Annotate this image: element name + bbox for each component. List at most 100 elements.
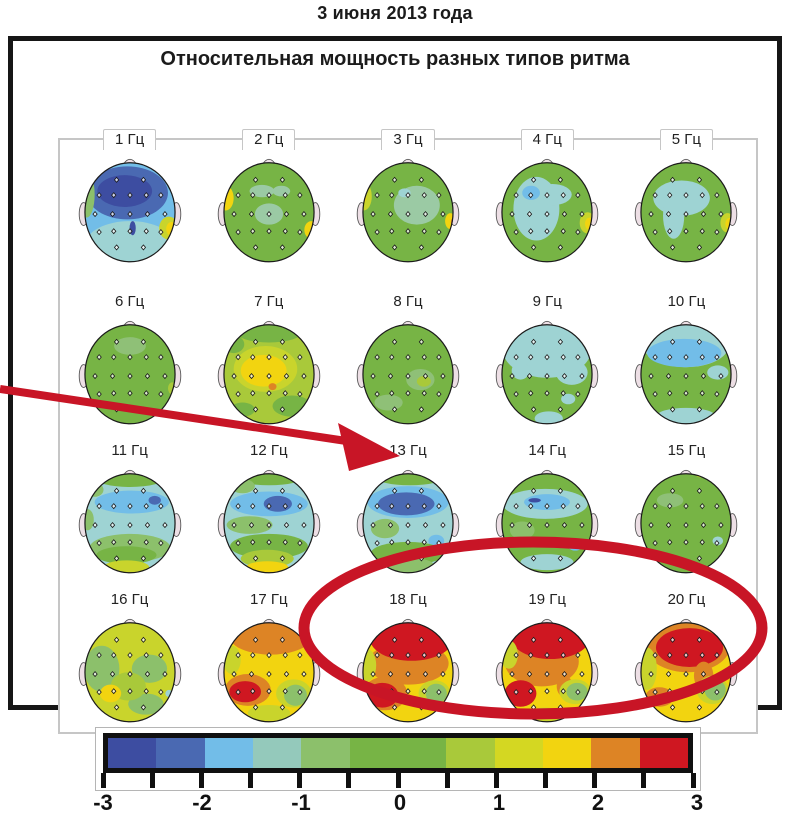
topomap-cell-3hz: 3 Гц xyxy=(338,129,477,289)
panel-label: 17 Гц xyxy=(250,591,288,608)
topomap-9hz xyxy=(495,320,599,425)
topomap-11hz xyxy=(78,469,181,574)
colorbar-tick xyxy=(346,773,352,788)
topomap-10hz xyxy=(635,320,738,425)
panel-label: 16 Гц xyxy=(110,591,149,608)
panel-label: 12 Гц xyxy=(250,442,288,459)
topomap-5hz xyxy=(635,158,738,263)
topomap-4hz xyxy=(495,158,599,263)
panel-label: 5 Гц xyxy=(659,129,713,150)
topomap-cell-13hz: 13 Гц xyxy=(338,438,477,587)
topomap-grid: 1 Гц 2 Гц 3 Гц 4 Гц 5 Гц 6 Гц 7 Гц 8 Гц 9 Гц 10 Г… xyxy=(60,129,756,732)
topomap-cell-18hz: 18 Гц xyxy=(338,587,477,736)
figure-title: Относительная мощность разных типов ритм… xyxy=(160,48,630,70)
colorbar-segment xyxy=(639,738,688,768)
colorbar-frame xyxy=(103,733,693,773)
topomap-8hz xyxy=(356,320,460,425)
topomap-cell-12hz: 12 Гц xyxy=(199,438,338,587)
panel-label: 11 Гц xyxy=(111,442,148,459)
panel-label: 18 Гц xyxy=(389,591,427,608)
topomap-18hz xyxy=(356,618,460,723)
topomap-cell-15hz: 15 Гц xyxy=(617,438,756,587)
topomap-cell-11hz: 11 Гц xyxy=(60,438,199,587)
panel-label: 6 Гц xyxy=(114,293,145,310)
panel-label: 1 Гц xyxy=(102,129,157,150)
colorbar-tick xyxy=(641,773,647,788)
topomap-3hz xyxy=(356,158,460,263)
topomap-20hz xyxy=(635,618,738,723)
panel-label: 19 Гц xyxy=(528,591,566,608)
colorbar-tick xyxy=(149,773,155,788)
topomap-14hz xyxy=(495,469,599,574)
panel-label: 7 Гц xyxy=(254,293,284,310)
panel-label: 13 Гц xyxy=(389,442,427,459)
colorbar-tick xyxy=(100,773,106,788)
topomap-17hz xyxy=(217,618,321,723)
topomap-15hz xyxy=(635,469,738,574)
topomap-6hz xyxy=(78,320,181,425)
topomap-cell-10hz: 10 Гц xyxy=(617,289,756,438)
colorbar-segment xyxy=(204,738,253,768)
topomap-cell-7hz: 7 Гц xyxy=(199,289,338,438)
colorbar-tick-label: 1 xyxy=(492,790,506,815)
colorbar-segment xyxy=(591,738,640,768)
panel-label: 9 Гц xyxy=(532,293,562,310)
colorbar-segment xyxy=(252,738,302,768)
topomap-cell-4hz: 4 Гц xyxy=(478,129,617,289)
colorbar-tick xyxy=(395,773,401,788)
colorbar-ticks xyxy=(100,773,696,789)
topomap-cell-20hz: 20 Гц xyxy=(617,587,756,736)
figure-box: Относительная мощность разных типов ритм… xyxy=(8,36,782,734)
topomap-12hz xyxy=(217,469,321,574)
colorbar-tick xyxy=(543,773,548,788)
panel-label: 10 Гц xyxy=(667,293,706,310)
colorbar-tick-label: 3 xyxy=(690,790,704,815)
colorbar-tick xyxy=(444,773,450,788)
colorbar-box xyxy=(95,727,701,791)
colorbar-segment xyxy=(494,738,543,768)
colorbar-segment xyxy=(108,738,157,768)
colorbar-tick xyxy=(198,773,204,788)
topomap-7hz xyxy=(217,320,321,425)
topomap-13hz xyxy=(356,469,460,574)
colorbar-tick xyxy=(248,773,253,788)
colorbar-segment xyxy=(349,738,447,768)
topomap-cell-17hz: 17 Гц xyxy=(199,587,338,736)
date-caption: 3 июня 2013 года xyxy=(317,3,473,23)
topomap-cell-14hz: 14 Гц xyxy=(478,438,617,587)
topomap-cell-6hz: 6 Гц xyxy=(60,289,199,438)
topomap-cell-5hz: 5 Гц xyxy=(617,129,756,289)
colorbar-labels: -3 -2 -1 0 1 2 3 xyxy=(93,790,703,818)
colorbar-tick-label: 0 xyxy=(393,790,407,815)
colorbar-tick xyxy=(592,773,598,788)
topomap-cell-16hz: 16 Гц xyxy=(60,587,199,736)
topomap-2hz xyxy=(217,158,321,263)
topomap-19hz xyxy=(495,618,599,723)
panel-label: 15 Гц xyxy=(667,442,706,459)
panel-label: 3 Гц xyxy=(381,129,435,150)
topomap-1hz xyxy=(78,158,181,263)
colorbar-segment xyxy=(542,738,592,768)
panel-label: 8 Гц xyxy=(393,293,423,310)
topomap-cell-2hz: 2 Гц xyxy=(199,129,338,289)
colorbar-segment xyxy=(301,738,350,768)
colorbar-tick xyxy=(690,773,696,788)
panel-label: 20 Гц xyxy=(667,591,706,608)
panel-label: 2 Гц xyxy=(242,129,296,150)
colorbar-tick-label: -3 xyxy=(93,790,113,815)
colorbar-tick xyxy=(297,773,303,788)
topomap-cell-8hz: 8 Гц xyxy=(338,289,477,438)
panel-label: 4 Гц xyxy=(520,129,574,150)
colorbar-segment xyxy=(446,738,495,768)
colorbar-tick-label: -1 xyxy=(291,790,311,815)
topomap-cell-9hz: 9 Гц xyxy=(478,289,617,438)
panel-label: 14 Гц xyxy=(528,442,566,459)
colorbar-tick-label: -2 xyxy=(192,790,212,815)
colorbar-tick-label: 2 xyxy=(591,790,605,815)
maps-panel: 1 Гц 2 Гц 3 Гц 4 Гц 5 Гц 6 Гц 7 Гц 8 Гц 9 Гц 10 Г… xyxy=(58,129,758,734)
colorbar-segment xyxy=(156,738,205,768)
topomap-cell-19hz: 19 Гц xyxy=(478,587,617,736)
topomap-cell-1hz: 1 Гц xyxy=(60,129,199,289)
topomap-16hz xyxy=(78,618,181,723)
